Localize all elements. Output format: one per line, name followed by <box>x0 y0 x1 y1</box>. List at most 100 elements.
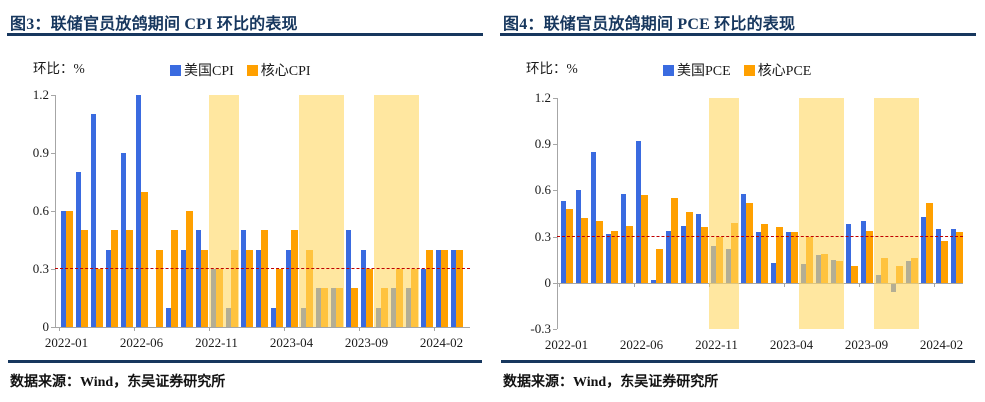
y-axis <box>557 97 558 330</box>
bar-core <box>580 218 588 283</box>
legend-label: 美国CPI <box>184 64 234 79</box>
y-tick-label: 1.2 <box>534 89 551 105</box>
bar-headline <box>196 230 201 327</box>
dovish-period-band <box>709 97 739 330</box>
bar-headline <box>786 232 791 283</box>
x-tick-label: 2022-11 <box>195 335 238 350</box>
x-tick-label: 2023-04 <box>769 337 814 352</box>
legend-swatch-orange <box>246 64 258 76</box>
bar-headline <box>346 230 351 327</box>
x-axis <box>557 283 963 284</box>
y-tick-label: 0.3 <box>534 228 551 244</box>
bar-headline <box>951 229 956 283</box>
footer-divider <box>8 360 482 363</box>
bar-headline <box>621 193 626 283</box>
y-tick <box>553 144 557 146</box>
x-axis <box>55 327 470 328</box>
bar-core <box>350 288 358 327</box>
legend-item-core-cpi: 核心CPI <box>246 60 311 80</box>
legend-swatch-blue <box>170 64 181 76</box>
y-tick <box>51 327 55 328</box>
y-tick-label: 0.6 <box>32 203 49 218</box>
x-tick-label: 2022-06 <box>119 335 164 350</box>
bar-core <box>595 221 603 283</box>
bar-headline <box>561 201 566 283</box>
bar-headline <box>741 193 746 283</box>
x-tick <box>59 327 60 331</box>
y-axis <box>55 95 56 327</box>
y-tick <box>51 269 55 270</box>
y-tick-label: 0 <box>42 319 50 334</box>
x-tick-label: 2022-06 <box>619 337 664 352</box>
dovish-period-band <box>299 95 344 327</box>
legend-swatch-orange <box>743 64 755 76</box>
bar-headline <box>696 213 701 283</box>
y-tick-label: 1.2 <box>32 87 49 102</box>
x-tick <box>284 327 285 331</box>
bar-headline <box>256 249 261 327</box>
chart-title: 图3：联储官员放鸽期间 CPI 环比的表现 <box>10 16 298 33</box>
x-tick <box>859 283 860 287</box>
bar-core <box>865 230 873 283</box>
source-note: 数据来源：Wind，东吴证券研究所 <box>503 375 719 390</box>
x-tick-label: 2024-02 <box>919 337 964 352</box>
y-tick <box>553 97 557 99</box>
bar-core <box>685 212 693 283</box>
bar-headline <box>76 172 81 327</box>
bar-core <box>110 230 118 327</box>
x-tick-label: 2022-01 <box>544 337 589 352</box>
bar-core <box>940 241 948 283</box>
dovish-period-band <box>374 95 419 327</box>
legend-item-us-pce: 美国PCE <box>663 60 731 80</box>
x-tick <box>559 283 560 287</box>
y-tick-label: 0.9 <box>534 136 551 152</box>
title-divider <box>7 33 483 36</box>
bar-core <box>565 208 573 283</box>
y-tick-label: 0.3 <box>32 261 49 276</box>
bar-headline <box>181 249 186 327</box>
legend-label: 美国PCE <box>677 64 731 79</box>
bar-headline <box>936 229 941 283</box>
x-tick <box>784 283 785 287</box>
bar-core <box>955 232 963 283</box>
y-tick <box>553 283 557 284</box>
bar-headline <box>921 216 926 283</box>
reference-line <box>55 268 470 269</box>
y-axis-unit-label: 环比：% <box>33 61 85 76</box>
title-divider <box>500 33 976 36</box>
bar-headline <box>271 307 276 327</box>
y-tick-label: 0.9 <box>32 145 49 160</box>
bar-core <box>745 202 753 283</box>
bar-core <box>625 225 633 283</box>
bar-core <box>775 227 783 283</box>
bar-headline <box>771 262 776 283</box>
dovish-period-band <box>874 97 919 330</box>
panel-cpi: 图3：联储官员放鸽期间 CPI 环比的表现 环比：% 美国CPI 核心CPI 1… <box>0 0 492 402</box>
bar-headline <box>91 114 96 327</box>
legend-label: 核心PCE <box>757 64 812 79</box>
bar-headline <box>136 95 141 327</box>
dovish-period-band <box>799 97 844 330</box>
y-tick-label: 0 <box>544 275 552 290</box>
chart-title: 图4：联储官员放鸽期间 PCE 环比的表现 <box>503 16 796 33</box>
bar-core <box>425 249 433 327</box>
bar-core <box>760 224 768 283</box>
bar-headline <box>361 249 366 327</box>
y-tick-label: -0.3 <box>530 321 551 337</box>
bar-headline <box>421 269 426 327</box>
bar-core <box>700 227 708 283</box>
x-tick-label: 2024-02 <box>419 335 464 350</box>
bar-headline <box>576 190 581 283</box>
pce-bar-chart: 1.2 0.9 0.6 0.3 0 -0.3 2022-01 2022-06 2022-11 20… <box>493 0 985 402</box>
bar-headline <box>591 151 596 283</box>
legend-item-core-pce: 核心PCE <box>743 60 812 80</box>
bar-headline <box>681 225 686 283</box>
bar-core <box>790 232 798 283</box>
x-tick-label: 2022-11 <box>695 337 738 352</box>
bar-core <box>170 230 178 327</box>
bar-core <box>440 249 448 327</box>
bar-headline <box>651 279 656 283</box>
bar-headline <box>286 249 291 327</box>
bar-core <box>455 249 463 327</box>
